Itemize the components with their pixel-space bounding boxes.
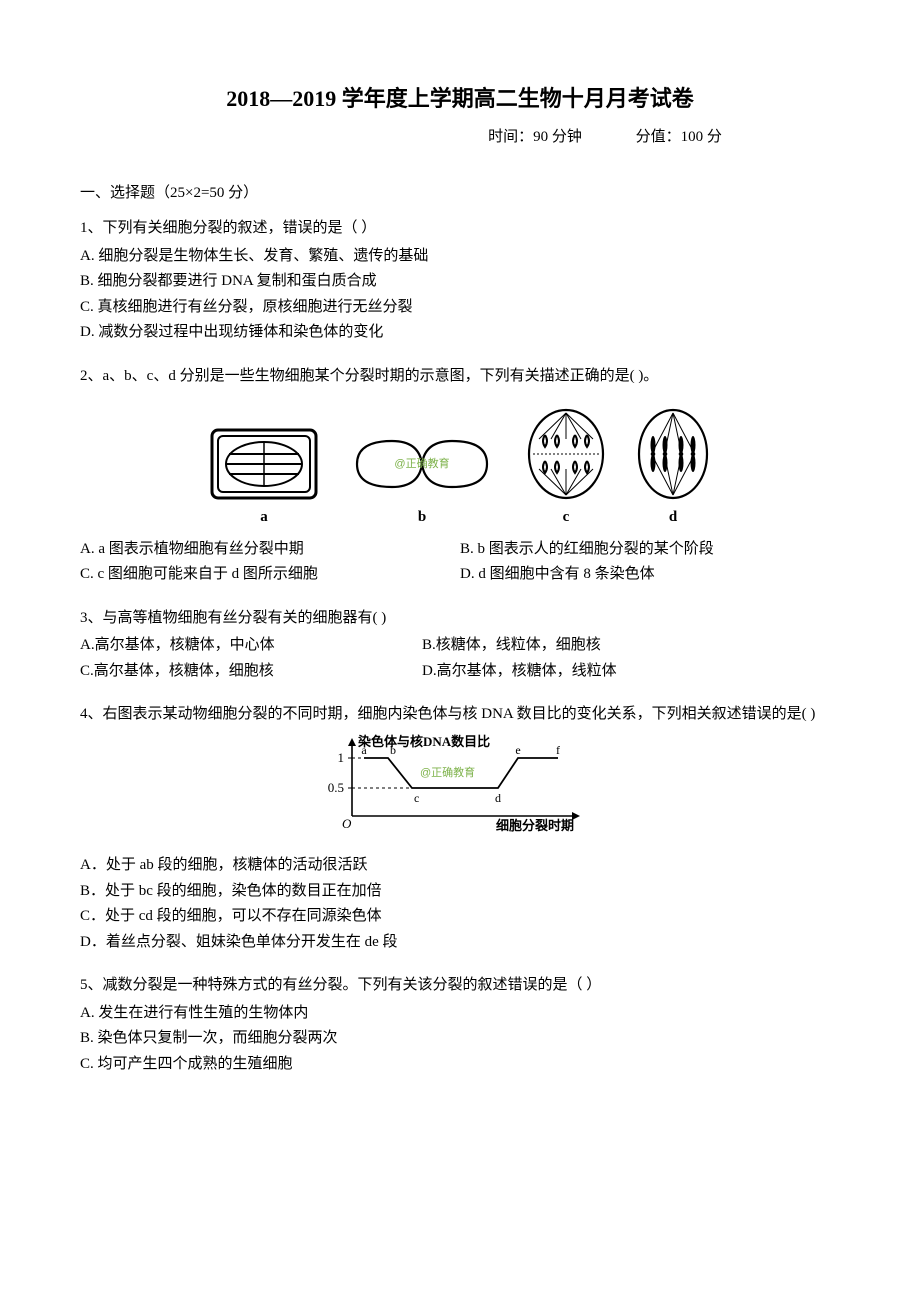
q3-option-b: B.核糖体，线粒体，细胞核 — [422, 633, 840, 659]
q1-option-a: A. 细胞分裂是生物体生长、发育、繁殖、遗传的基础 — [80, 244, 840, 270]
fig-a: a — [209, 427, 319, 531]
pt-e: e — [515, 743, 520, 757]
fig-b-label: b — [418, 505, 426, 531]
q4-option-c: C．处于 cd 段的细胞，可以不存在同源染色体 — [80, 904, 840, 930]
page-title: 2018—2019 学年度上学期高二生物十月月考试卷 — [80, 80, 840, 117]
q4-stem: 4、右图表示某动物细胞分裂的不同时期，细胞内染色体与核 DNA 数目比的变化关系… — [80, 702, 840, 728]
q3-stem: 3、与高等植物细胞有丝分裂有关的细胞器有( ) — [80, 606, 840, 632]
question-3: 3、与高等植物细胞有丝分裂有关的细胞器有( ) A.高尔基体，核糖体，中心体 B… — [80, 606, 840, 685]
y-axis-title: 染色体与核DNA数目比 — [357, 734, 490, 749]
x-axis-title: 细胞分裂时期 — [496, 818, 574, 833]
fig-a-label: a — [260, 505, 268, 531]
question-2: 2、a、b、c、d 分别是一些生物细胞某个分裂时期的示意图，下列有关描述正确的是… — [80, 364, 840, 588]
fig-d-label: d — [669, 505, 677, 531]
q5-option-c: C. 均可产生四个成熟的生殖细胞 — [80, 1052, 840, 1078]
q4-option-b: B．处于 bc 段的细胞，染色体的数目正在加倍 — [80, 879, 840, 905]
q2-stem: 2、a、b、c、d 分别是一些生物细胞某个分裂时期的示意图，下列有关描述正确的是… — [80, 364, 840, 390]
exam-meta: 时间：90 分钟 分值：100 分 — [80, 125, 840, 151]
origin-label: O — [342, 816, 352, 831]
watermark-text: @正确教育 — [394, 456, 449, 470]
section-1-heading: 一、选择题（25×2=50 分） — [80, 181, 840, 207]
q4-chart: 1 0.5 O a b c d e f @正确教育 染色体与 — [320, 734, 600, 844]
ytick-1: 1 — [338, 750, 345, 765]
cell-diagram-a-icon — [209, 427, 319, 501]
q4-option-d: D．着丝点分裂、姐妹染色单体分开发生在 de 段 — [80, 930, 840, 956]
pt-c: c — [414, 791, 419, 805]
q2-option-d: D. d 图细胞中含有 8 条染色体 — [460, 562, 840, 588]
question-5: 5、减数分裂是一种特殊方式的有丝分裂。下列有关该分裂的叙述错误的是（ ） A. … — [80, 973, 840, 1077]
q5-stem: 5、减数分裂是一种特殊方式的有丝分裂。下列有关该分裂的叙述错误的是（ ） — [80, 973, 840, 999]
cell-diagram-c-icon — [525, 407, 607, 501]
q1-option-d: D. 减数分裂过程中出现纺锤体和染色体的变化 — [80, 320, 840, 346]
line-chart-icon: 1 0.5 O a b c d e f @正确教育 染色体与 — [320, 734, 600, 834]
q2-option-a: A. a 图表示植物细胞有丝分裂中期 — [80, 537, 460, 563]
q5-option-b: B. 染色体只复制一次，而细胞分裂两次 — [80, 1026, 840, 1052]
fig-b: @正确教育 b — [347, 427, 497, 531]
ytick-05: 0.5 — [328, 780, 344, 795]
q2-option-c: C. c 图细胞可能来自于 d 图所示细胞 — [80, 562, 460, 588]
fig-c-label: c — [563, 505, 570, 531]
pt-d: d — [495, 791, 501, 805]
chart-watermark: @正确教育 — [420, 765, 475, 779]
fig-d: d — [635, 407, 711, 531]
pt-f: f — [556, 743, 560, 757]
q2-figures: a @正确教育 b — [80, 407, 840, 531]
q3-option-c: C.高尔基体，核糖体，细胞核 — [80, 659, 422, 685]
q3-option-d: D.高尔基体，核糖体，线粒体 — [422, 659, 840, 685]
q1-stem: 1、下列有关细胞分裂的叙述，错误的是（ ） — [80, 216, 840, 242]
fig-c: c — [525, 407, 607, 531]
q4-option-a: A．处于 ab 段的细胞，核糖体的活动很活跃 — [80, 853, 840, 879]
cell-diagram-d-icon — [635, 407, 711, 501]
q1-option-b: B. 细胞分裂都要进行 DNA 复制和蛋白质合成 — [80, 269, 840, 295]
q3-option-a: A.高尔基体，核糖体，中心体 — [80, 633, 422, 659]
q2-option-b: B. b 图表示人的红细胞分裂的某个阶段 — [460, 537, 840, 563]
question-4: 4、右图表示某动物细胞分裂的不同时期，细胞内染色体与核 DNA 数目比的变化关系… — [80, 702, 840, 955]
meta-score: 分值：100 分 — [636, 125, 722, 151]
question-1: 1、下列有关细胞分裂的叙述，错误的是（ ） A. 细胞分裂是生物体生长、发育、繁… — [80, 216, 840, 346]
q1-option-c: C. 真核细胞进行有丝分裂，原核细胞进行无丝分裂 — [80, 295, 840, 321]
q5-option-a: A. 发生在进行有性生殖的生物体内 — [80, 1001, 840, 1027]
cell-diagram-b-icon: @正确教育 — [347, 427, 497, 501]
meta-time: 时间：90 分钟 — [488, 125, 582, 151]
